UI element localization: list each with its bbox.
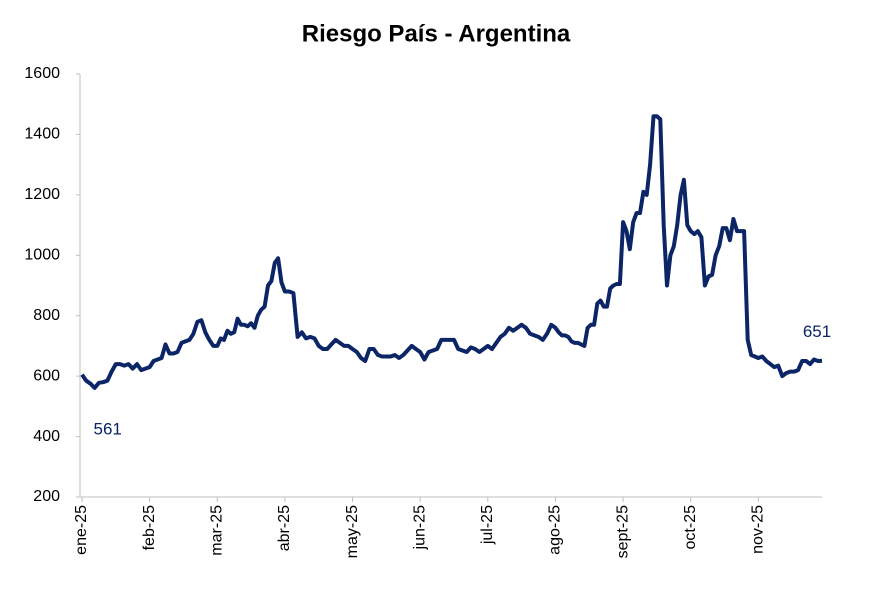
- x-tick-label: mar-25: [208, 505, 225, 556]
- y-tick-label: 1400: [24, 126, 60, 143]
- y-tick-label: 400: [33, 428, 60, 445]
- y-tick-label: 200: [33, 488, 60, 505]
- value-label: 651: [803, 322, 831, 341]
- x-tick-label: ene-25: [73, 505, 90, 555]
- x-tick-label: may-25: [344, 505, 361, 558]
- x-tick-label: jun-25: [411, 505, 428, 551]
- x-tick-label: sept-25: [614, 505, 631, 558]
- x-tick-label: nov-25: [750, 505, 767, 554]
- x-tick-label: jul-25: [479, 505, 496, 545]
- line: [80, 114, 823, 390]
- x-tick-label: abr-25: [276, 505, 293, 551]
- y-tick-label: 1600: [24, 65, 60, 82]
- x-tick-label: oct-25: [682, 505, 699, 550]
- chart-title: Riesgo País - Argentina: [302, 20, 571, 47]
- x-tick-label: feb-25: [141, 505, 158, 550]
- y-tick-label: 1000: [24, 247, 60, 264]
- y-tick-label: 1200: [24, 186, 60, 203]
- y-tick-label: 600: [33, 367, 60, 384]
- y-tick-label: 800: [33, 307, 60, 324]
- value-label: 561: [93, 419, 121, 438]
- x-tick-label: ago-25: [547, 505, 564, 555]
